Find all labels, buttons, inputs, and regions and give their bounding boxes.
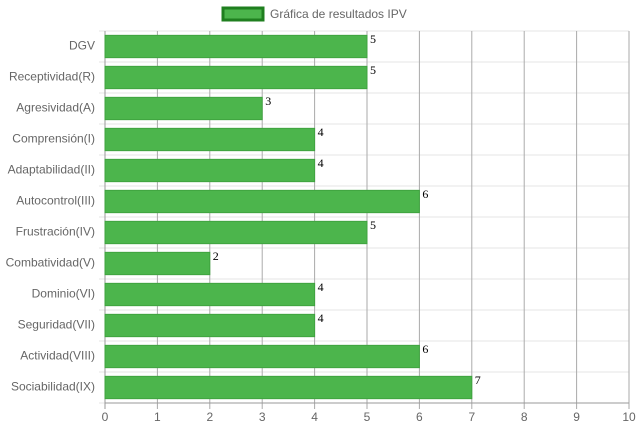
y-tick-label: Adaptabilidad(II) xyxy=(8,163,95,177)
bar xyxy=(104,34,368,59)
x-tick-label: 8 xyxy=(521,410,528,424)
data-label: 5 xyxy=(370,218,376,232)
x-tick-label: 6 xyxy=(416,410,423,424)
data-label: 5 xyxy=(370,32,376,46)
y-tick-label: DGV xyxy=(69,39,95,53)
y-tick-label: Agresividad(A) xyxy=(16,101,95,115)
y-tick-label: Seguridad(VII) xyxy=(18,318,95,332)
x-tick-label: 5 xyxy=(364,410,371,424)
x-tick-label: 9 xyxy=(573,410,580,424)
x-tick-label: 1 xyxy=(154,410,161,424)
bar xyxy=(104,65,368,90)
x-tick-label: 0 xyxy=(102,410,109,424)
data-label: 5 xyxy=(370,63,376,77)
x-tick-label: 10 xyxy=(622,410,636,424)
bar xyxy=(104,127,316,152)
bar xyxy=(104,251,211,276)
legend-label: Gráfica de resultados IPV xyxy=(270,7,407,21)
y-tick-label: Sociabilidad(IX) xyxy=(11,380,95,394)
bar xyxy=(104,96,263,121)
y-tick-label: Receptividad(R) xyxy=(9,70,95,84)
y-tick-label: Comprensión(I) xyxy=(12,132,95,146)
x-tick-label: 3 xyxy=(259,410,266,424)
data-label: 2 xyxy=(213,249,219,263)
data-label: 6 xyxy=(422,342,428,356)
bar xyxy=(104,189,420,214)
bar xyxy=(104,375,473,400)
data-label: 4 xyxy=(318,311,324,325)
y-tick-label: Combatividad(V) xyxy=(6,256,95,270)
data-label: 3 xyxy=(265,94,271,108)
x-tick-label: 7 xyxy=(468,410,475,424)
bar xyxy=(104,220,368,245)
bar xyxy=(104,282,316,307)
data-label: 4 xyxy=(318,156,324,170)
bar xyxy=(104,158,316,183)
y-tick-label: Frustración(IV) xyxy=(16,225,95,239)
data-label: 4 xyxy=(318,280,324,294)
legend-swatch xyxy=(221,6,265,22)
x-tick-label: 2 xyxy=(206,410,213,424)
data-label: 6 xyxy=(422,187,428,201)
y-tick-label: Actividad(VIII) xyxy=(20,349,95,363)
bar xyxy=(104,313,316,338)
bar xyxy=(104,344,420,369)
data-label: 7 xyxy=(475,373,481,387)
y-tick-label: Dominio(VI) xyxy=(32,287,95,301)
x-tick-label: 4 xyxy=(311,410,318,424)
y-tick-label: Autocontrol(III) xyxy=(16,194,95,208)
data-label: 4 xyxy=(318,125,324,139)
